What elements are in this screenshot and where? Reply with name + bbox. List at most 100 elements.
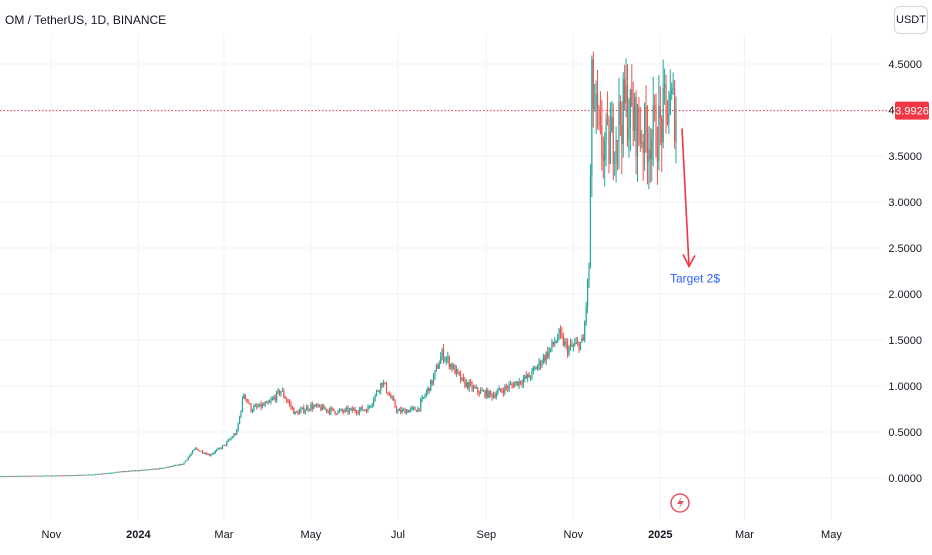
candle: [179, 464, 181, 466]
candle: [209, 453, 211, 457]
candle: [651, 128, 653, 182]
candle: [256, 403, 258, 410]
candle: [156, 468, 158, 470]
candle: [65, 475, 67, 477]
candle: [465, 379, 467, 388]
candle: [588, 262, 590, 289]
candle: [387, 392, 389, 396]
candle: [656, 126, 659, 186]
symbol-title: OM / TetherUS, 1D, BINANCE: [5, 13, 167, 27]
candle: [149, 469, 151, 471]
candle: [562, 332, 564, 347]
candle: [437, 362, 439, 370]
candle: [113, 472, 115, 474]
candle: [260, 400, 262, 411]
candle: [492, 391, 495, 399]
candle: [608, 115, 610, 174]
candle: [652, 76, 654, 166]
candle: [616, 139, 619, 171]
candle: [589, 163, 592, 269]
candle: [672, 72, 674, 95]
candle: [655, 93, 657, 158]
candle: [448, 355, 450, 370]
candle: [27, 475, 30, 477]
candle: [186, 459, 188, 462]
y-tick-label: 3.5000: [888, 151, 922, 163]
x-tick-label: 2025: [648, 529, 672, 541]
candle: [519, 380, 522, 386]
candle: [576, 336, 579, 347]
candle: [132, 470, 134, 472]
candle: [301, 407, 303, 410]
candle: [298, 408, 301, 415]
candle: [164, 467, 167, 469]
candle: [20, 475, 22, 477]
candle: [243, 393, 245, 399]
currency-button[interactable]: USDT: [894, 6, 928, 34]
candle: [200, 450, 202, 452]
candle: [124, 471, 127, 473]
candle: [606, 91, 609, 126]
candle: [0, 476, 1, 478]
candle: [642, 133, 644, 182]
candle: [395, 405, 398, 414]
candle: [290, 400, 292, 411]
candle: [365, 408, 368, 414]
candle: [248, 402, 251, 405]
y-tick-label: 1.5000: [888, 335, 922, 347]
candle: [663, 68, 666, 105]
candle: [628, 98, 630, 158]
y-tick-label: 2.5000: [888, 243, 922, 255]
candle: [99, 473, 101, 475]
candle: [625, 58, 627, 118]
candle: [288, 399, 291, 407]
candle: [307, 404, 309, 413]
candle: [163, 467, 165, 469]
candle: [505, 383, 507, 391]
candle: [401, 407, 403, 414]
candle: [166, 466, 168, 469]
candle: [94, 473, 97, 476]
candle: [287, 398, 289, 404]
candle: [157, 468, 159, 470]
candle: [310, 402, 312, 412]
candle: [391, 395, 393, 401]
candle: [69, 475, 71, 477]
candle: [263, 401, 265, 406]
candle: [631, 64, 633, 107]
candle: [231, 436, 234, 439]
lightning-icon[interactable]: [670, 493, 690, 513]
candle: [641, 129, 643, 149]
candle: [474, 384, 476, 389]
candle: [154, 468, 157, 470]
candle: [203, 452, 205, 454]
candle: [183, 462, 185, 465]
candle: [19, 475, 21, 477]
candle: [46, 475, 48, 477]
candle: [327, 409, 329, 414]
candle: [586, 278, 589, 314]
candle: [59, 475, 61, 477]
candle: [461, 377, 463, 382]
candle: [529, 375, 532, 381]
candle: [440, 352, 442, 364]
target-arrow-annotation[interactable]: [681, 128, 696, 269]
candle: [635, 90, 637, 175]
target-label[interactable]: Target 2$: [670, 271, 720, 285]
candle: [335, 413, 338, 415]
candle: [514, 381, 516, 388]
candle: [296, 410, 298, 413]
candle: [139, 469, 141, 472]
candle: [153, 468, 155, 470]
candle: [308, 408, 311, 412]
candle: [140, 469, 142, 472]
candle: [103, 473, 105, 475]
candle: [273, 395, 275, 401]
candle: [60, 475, 62, 477]
candle: [240, 410, 242, 418]
candle: [424, 393, 426, 399]
candle: [344, 407, 346, 413]
candle: [323, 403, 325, 410]
